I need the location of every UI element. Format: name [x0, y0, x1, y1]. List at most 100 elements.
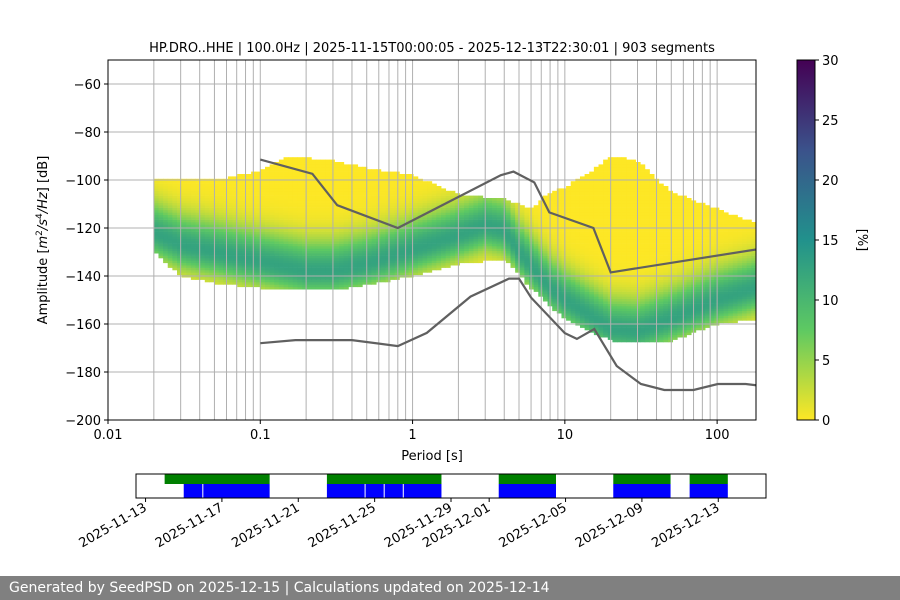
- heatmap-cell: [579, 246, 586, 249]
- heatmap-cell: [214, 193, 220, 196]
- heatmap-cell: [362, 212, 368, 216]
- heatmap-cell: [593, 212, 599, 216]
- heatmap-cell: [413, 241, 419, 244]
- heatmap-cell: [556, 202, 562, 206]
- heatmap-cell: [371, 260, 377, 264]
- heatmap-cell: [265, 222, 271, 225]
- heatmap-cell: [158, 250, 164, 254]
- heatmap-cell: [232, 217, 238, 220]
- heatmap-cell: [612, 193, 618, 196]
- heatmap-cell: [172, 217, 178, 220]
- heatmap-cell: [200, 224, 206, 228]
- heatmap-cell: [325, 162, 331, 165]
- heatmap-cell: [603, 265, 609, 268]
- heatmap-cell: [603, 320, 609, 324]
- heatmap-cell: [626, 238, 632, 242]
- heatmap-cell: [579, 253, 586, 256]
- heatmap-cell: [385, 188, 391, 192]
- heatmap-cell: [422, 195, 428, 199]
- heatmap-cell: [441, 248, 447, 252]
- heatmap-cell: [241, 176, 247, 180]
- heatmap-cell: [223, 186, 229, 189]
- heatmap-cell: [413, 176, 419, 180]
- heatmap-cell: [575, 289, 581, 292]
- heatmap-cell: [640, 330, 646, 333]
- heatmap-cell: [302, 159, 308, 163]
- heatmap-cell: [306, 234, 312, 237]
- heatmap-cell: [227, 210, 233, 213]
- heatmap-cell: [167, 188, 173, 192]
- heatmap-cell: [204, 270, 210, 273]
- heatmap-cell: [570, 313, 576, 316]
- heatmap-cell: [380, 236, 386, 240]
- heatmap-cell: [385, 183, 391, 187]
- heatmap-cell: [542, 289, 548, 292]
- heatmap-cell: [510, 224, 516, 228]
- heatmap-cell: [274, 176, 280, 180]
- heatmap-cell: [422, 258, 428, 261]
- heatmap-cell: [626, 296, 632, 300]
- heatmap-cell: [621, 202, 627, 206]
- heatmap-cell: [626, 325, 632, 328]
- heatmap-cell: [288, 188, 294, 192]
- heatmap-cell: [533, 265, 539, 268]
- heatmap-cell: [385, 200, 391, 204]
- heatmap-cell: [575, 265, 581, 268]
- heatmap-cell: [589, 272, 595, 276]
- heatmap-cell: [394, 207, 400, 211]
- heatmap-cell: [339, 176, 345, 180]
- heatmap-cell: [496, 222, 502, 225]
- heatmap-cell: [186, 224, 192, 228]
- heatmap-cell: [241, 202, 247, 206]
- heatmap-cell: [552, 289, 558, 292]
- heatmap-cell: [306, 238, 312, 242]
- heatmap-cell: [524, 253, 530, 256]
- heatmap-cell: [496, 253, 502, 256]
- heatmap-cell: [269, 166, 275, 170]
- heatmap-cell: [292, 202, 298, 206]
- heatmap-cell: [593, 313, 599, 316]
- heatmap-cell: [468, 219, 474, 223]
- heatmap-cell: [334, 169, 340, 172]
- heatmap-cell: [353, 188, 359, 192]
- heatmap-cell: [593, 200, 599, 204]
- heatmap-cell: [237, 195, 243, 199]
- heatmap-cell: [450, 222, 456, 225]
- heatmap-cell: [445, 253, 451, 256]
- heatmap-cell: [223, 210, 229, 213]
- heatmap-cell: [255, 284, 261, 288]
- heatmap-cell: [181, 255, 187, 259]
- heatmap-cell: [339, 193, 345, 196]
- heatmap-cell: [436, 248, 442, 252]
- heatmap-cell: [427, 234, 433, 237]
- heatmap-cell: [315, 284, 321, 288]
- heatmap-cell: [348, 262, 354, 266]
- heatmap-cell: [371, 270, 377, 273]
- heatmap-cell: [533, 222, 539, 225]
- heatmap-cell: [371, 169, 377, 172]
- heatmap-cell: [566, 224, 572, 228]
- heatmap-cell: [288, 186, 294, 189]
- heatmap-cell: [380, 253, 386, 256]
- heatmap-cell: [204, 190, 210, 194]
- heatmap-cell: [353, 174, 359, 177]
- heatmap-cell: [339, 181, 345, 184]
- heatmap-cell: [227, 231, 233, 235]
- heatmap-cell: [274, 202, 280, 206]
- heatmap-cell: [223, 243, 229, 247]
- heatmap-cell: [598, 171, 604, 175]
- heatmap-cell: [186, 246, 192, 249]
- heatmap-cell: [441, 198, 447, 201]
- heatmap-column: [394, 171, 400, 280]
- heatmap-cell: [626, 310, 632, 314]
- heatmap-cell: [237, 250, 243, 254]
- heatmap-cell: [218, 279, 224, 283]
- heatmap-cell: [315, 207, 321, 211]
- heatmap-cell: [311, 195, 317, 199]
- heatmap-cell: [195, 236, 201, 240]
- heatmap-cell: [505, 224, 511, 228]
- heatmap-cell: [371, 234, 377, 237]
- heatmap-cell: [621, 210, 627, 213]
- heatmap-cell: [181, 246, 187, 249]
- heatmap-cell: [584, 236, 590, 240]
